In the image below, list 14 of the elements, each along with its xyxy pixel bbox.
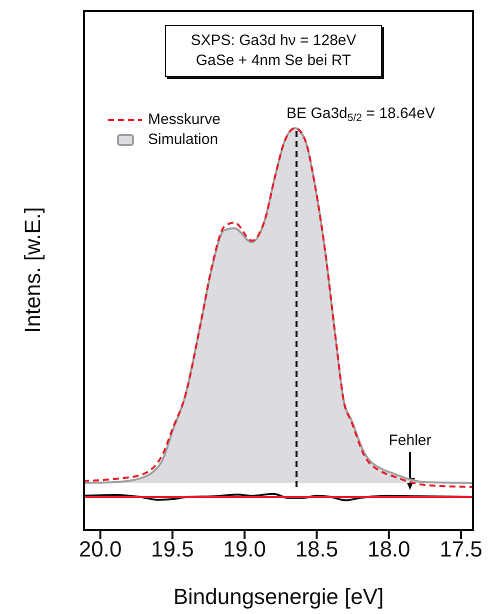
x-tick-label: 19.5 xyxy=(151,536,194,562)
x-axis-title: Bindungsenergie [eV] xyxy=(173,584,384,609)
x-tick-label: 19.0 xyxy=(223,536,266,562)
legend-label: Simulation xyxy=(148,130,218,150)
x-tick-label: 18.0 xyxy=(367,536,410,562)
y-axis-title: Intens. [w.E.] xyxy=(20,207,46,333)
annotation: Fehler xyxy=(388,432,432,449)
ref-line-label: BE Ga3d$_{5/2}$ = 18.64eV xyxy=(286,105,436,124)
legend-label: Messkurve xyxy=(148,110,221,130)
x-tick-label: 17.5 xyxy=(440,536,482,562)
x-tick-label: 20.0 xyxy=(78,536,122,562)
chart-title: SXPS: Ga3d hν = 128eV xyxy=(190,31,358,51)
chart-subtitle: GaSe + 4nm Se bei RT xyxy=(194,51,352,71)
x-tick-label: 18.5 xyxy=(295,536,338,562)
